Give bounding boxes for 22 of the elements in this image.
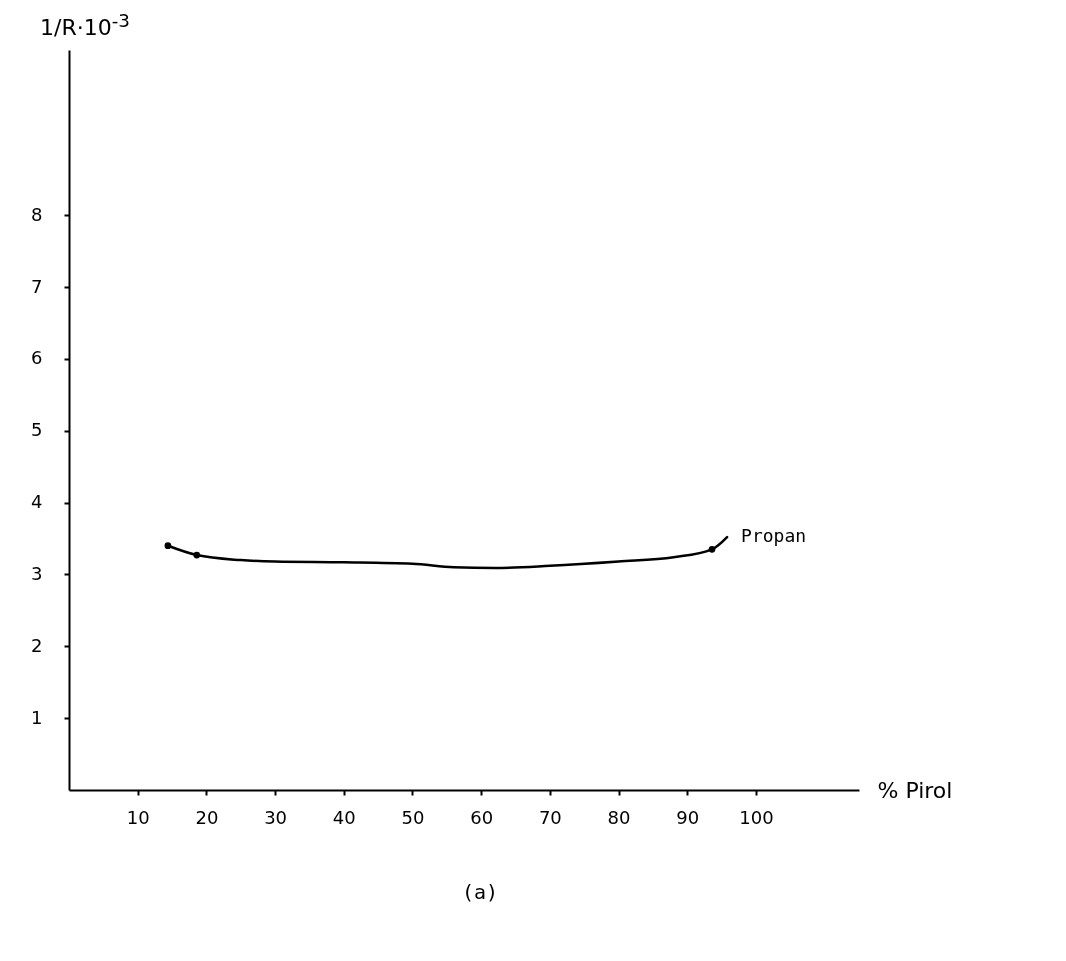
- x-tick-label: 30: [264, 806, 288, 828]
- y-axis-title: 1/R·10$^{-3}$: [40, 10, 130, 41]
- y-tick-label: 1: [31, 706, 43, 728]
- x-tick-label: 70: [538, 806, 562, 828]
- x-axis-title: % Pirol: [877, 777, 953, 803]
- x-tick-label: 50: [401, 806, 425, 828]
- text: (a): [460, 880, 500, 904]
- x-tick-label: 20: [195, 806, 219, 828]
- x-tick-label: 90: [676, 806, 700, 828]
- y-tick-label: 2: [31, 634, 43, 656]
- y-tick-label: 6: [31, 347, 43, 369]
- x-tick-label: 40: [332, 806, 356, 828]
- x-tick-label: 60: [470, 806, 494, 828]
- y-tick-label: 5: [31, 419, 43, 441]
- y-tick-label: 8: [31, 203, 43, 225]
- y-tick-label: 7: [31, 275, 43, 297]
- series-label: Propan: [741, 525, 807, 547]
- x-tick-label: 80: [607, 806, 631, 828]
- x-tick-label: 10: [126, 806, 150, 828]
- y-tick-label: 3: [31, 562, 43, 584]
- y-tick-label: 4: [31, 491, 43, 513]
- x-tick-label: 100: [739, 806, 774, 828]
